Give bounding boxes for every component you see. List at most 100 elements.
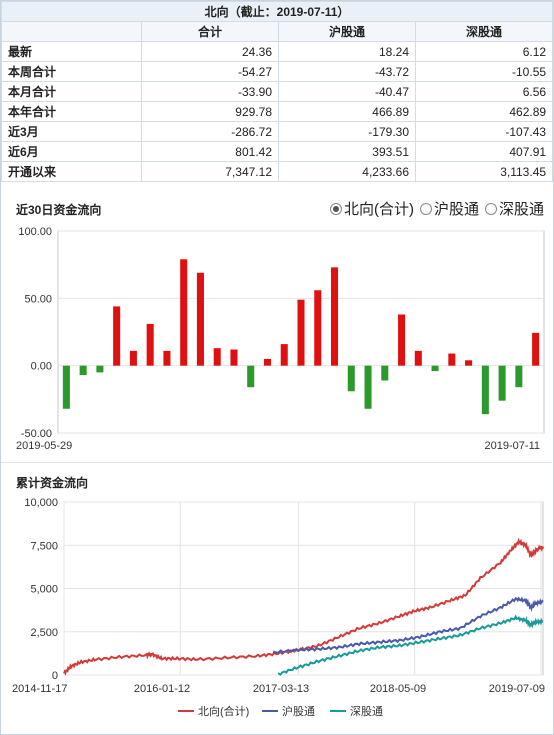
row-label: 本年合计	[1, 101, 142, 122]
summary-table: 北向（截止：2019-07-11） 合计 沪股通 深股通 最新 24.36 18.2…	[0, 1, 554, 182]
option-north[interactable]: 北向(合计)	[329, 198, 414, 219]
y-tick-label: 100.00	[18, 226, 52, 238]
row-value: -10.55	[414, 61, 554, 82]
option-north-label: 北向(合计)	[343, 201, 414, 218]
radio-icon	[484, 202, 497, 215]
flow-bar	[498, 365, 506, 401]
option-sz[interactable]: 深股通	[484, 198, 544, 219]
flow-bar	[180, 259, 188, 366]
y-tick-label: 10,000	[24, 497, 58, 509]
flow-bar	[515, 365, 523, 388]
legend-label: 深股通	[350, 705, 383, 718]
flow-bar	[532, 332, 540, 366]
x-start-label: 2019-05-29	[16, 440, 72, 452]
row-value: -286.72	[141, 121, 279, 142]
row-value: 6.56	[414, 81, 554, 102]
y-tick-label: 50.00	[24, 293, 52, 305]
flow-bar	[448, 353, 456, 366]
flow-bar	[398, 314, 406, 366]
x-tick-label: 2019-07-09	[489, 683, 545, 695]
row-value: -107.43	[414, 121, 554, 142]
y-tick-label: -50.00	[21, 428, 52, 440]
flow-bar	[381, 365, 389, 381]
row-label: 开通以来	[1, 161, 142, 182]
row-value: -54.27	[141, 61, 279, 82]
table-title: 北向（截止：2019-07-11）	[0, 1, 554, 22]
y-tick-label: 7,500	[30, 540, 58, 552]
table-row: 近6月 801.42 393.51 407.91	[1, 141, 554, 162]
flow-chart-title: 近30日资金流向	[16, 203, 102, 217]
flow-bar	[364, 365, 372, 409]
table-row: 本周合计 -54.27 -43.72 -10.55	[1, 61, 554, 82]
x-tick-label: 2017-03-13	[253, 683, 309, 695]
flow-bar	[330, 267, 339, 366]
flow-bar	[280, 344, 288, 366]
row-value: 3,113.45	[414, 161, 554, 182]
table-row: 本年合计 929.78 466.89 462.89	[1, 101, 554, 122]
flow-bar	[129, 350, 137, 366]
flow-bar	[347, 365, 355, 392]
row-value: 466.89	[278, 101, 416, 122]
table-row: 近3月 -286.72 -179.30 -107.43	[1, 121, 554, 142]
x-tick-label: 2014-11-17	[12, 683, 67, 695]
radio-selected-icon	[329, 202, 342, 215]
row-value: 18.24	[278, 41, 416, 62]
header-blank	[1, 21, 142, 42]
series-line-1	[272, 596, 544, 654]
flow-bar	[146, 323, 154, 366]
row-value: -33.90	[141, 81, 279, 102]
table-row: 最新 24.36 18.24 6.12	[1, 41, 554, 62]
flow-bar	[481, 365, 489, 415]
flow-bar	[247, 365, 255, 388]
flow-bar	[431, 365, 439, 372]
row-value: 393.51	[278, 141, 416, 162]
flow-bar	[62, 365, 70, 409]
flow-bar	[163, 350, 171, 366]
series-line-0	[63, 537, 544, 676]
option-sz-label: 深股通	[498, 201, 544, 218]
cum-chart-title: 累计资金流向	[16, 476, 89, 490]
flow-bar	[297, 299, 305, 366]
legend-label: 北向(合计)	[198, 704, 249, 718]
flow-bar	[263, 358, 272, 366]
flow-bar	[213, 348, 221, 366]
flow-bar	[196, 272, 204, 366]
flow-bar	[79, 365, 87, 376]
y-tick-label: 0.00	[31, 361, 52, 373]
header-sh: 沪股通	[278, 21, 416, 42]
row-label: 本周合计	[1, 61, 142, 82]
y-tick-label: 5,000	[30, 584, 58, 596]
flow-bar	[96, 365, 104, 373]
row-value: 801.42	[141, 141, 279, 162]
series-selector: 北向(合计) 沪股通 深股通	[329, 198, 544, 219]
row-value: 929.78	[141, 101, 279, 122]
row-value: 24.36	[141, 41, 279, 62]
series-line-2	[277, 614, 544, 676]
row-value: 7,347.12	[141, 161, 279, 182]
row-label: 近3月	[1, 121, 142, 142]
header-sz: 深股通	[414, 21, 554, 42]
flow-bar	[230, 349, 238, 366]
table-row: 开通以来 7,347.12 4,233.66 3,113.45	[1, 161, 554, 182]
flow-bar	[113, 306, 121, 366]
row-value: -43.72	[278, 61, 416, 82]
x-tick-label: 2016-01-12	[134, 683, 190, 695]
divider	[1, 462, 552, 463]
option-sh[interactable]: 沪股通	[419, 198, 479, 219]
option-sh-label: 沪股通	[433, 201, 479, 218]
row-value: 462.89	[414, 101, 554, 122]
row-label: 最新	[1, 41, 142, 62]
row-value: -179.30	[278, 121, 416, 142]
table-row: 本月合计 -33.90 -40.47 6.56	[1, 81, 554, 102]
row-value: 407.91	[414, 141, 554, 162]
flow-bar	[465, 360, 473, 366]
x-end-label: 2019-07-11	[485, 440, 540, 452]
flow-bar	[414, 350, 422, 366]
row-value: 4,233.66	[278, 161, 416, 182]
row-label: 本月合计	[1, 81, 142, 102]
y-tick-label: 2,500	[30, 627, 58, 639]
x-tick-label: 2018-05-09	[370, 683, 426, 695]
row-label: 近6月	[1, 141, 142, 162]
